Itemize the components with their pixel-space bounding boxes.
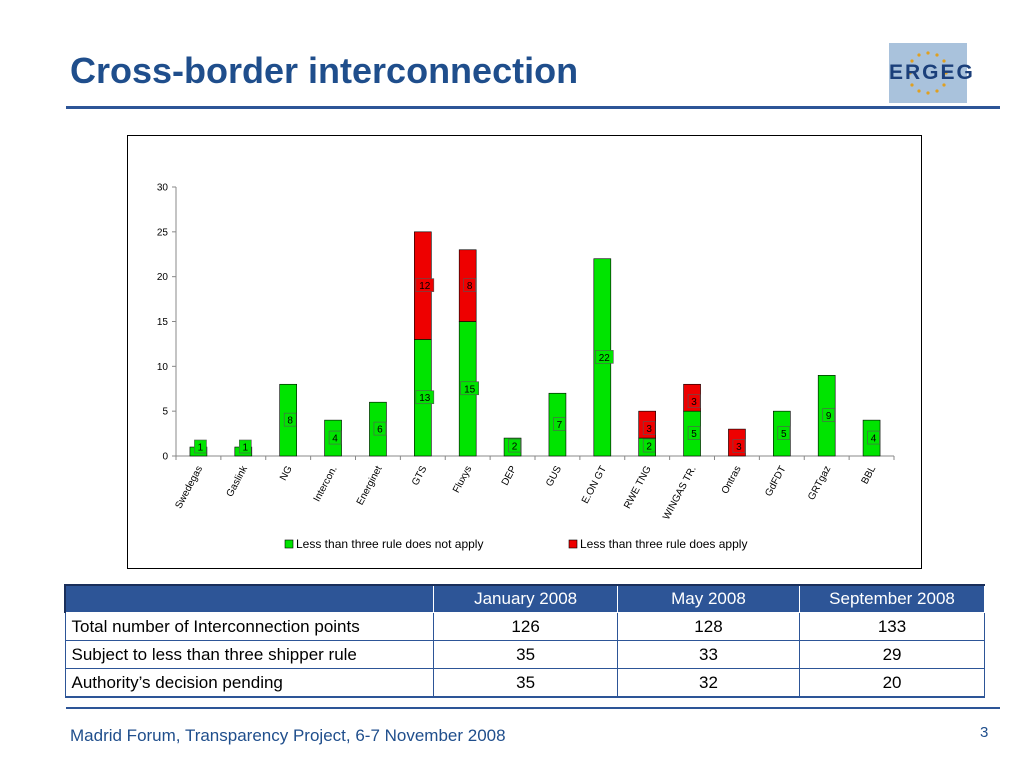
x-category-label: Ontras	[720, 464, 744, 496]
data-label-green: 4	[871, 434, 877, 445]
table-cell: 128	[616, 612, 801, 641]
data-label-red: 3	[646, 424, 652, 435]
data-label-green: 6	[377, 425, 383, 436]
data-label-red-box	[463, 278, 476, 292]
data-label-green: 5	[691, 429, 697, 440]
data-label-green-box	[595, 350, 614, 364]
data-label-green: 2	[512, 442, 518, 453]
y-tick-label: 15	[157, 317, 169, 328]
y-tick-label: 5	[162, 407, 168, 418]
y-tick-label: 20	[157, 272, 169, 283]
data-label-green-box	[373, 421, 387, 436]
data-label-green: 7	[557, 420, 563, 431]
table-row: Subject to less than three shipper rule …	[64, 640, 985, 669]
x-category-label: GdFDT	[763, 464, 788, 498]
table-cell: 133	[799, 612, 985, 641]
y-tick-label: 30	[157, 183, 169, 194]
data-label-red: 12	[419, 281, 431, 292]
data-label-green: 13	[419, 393, 431, 404]
x-category-label: BBL	[860, 464, 879, 486]
legend-swatch-red	[568, 539, 578, 549]
table-cell: 20	[799, 668, 985, 698]
data-label-green: 4	[332, 434, 338, 445]
slide-title: Cross-border interconnection	[70, 50, 579, 91]
data-label-green-box	[508, 438, 521, 453]
x-category-label: Gaslink	[225, 463, 251, 498]
table-cell: 35	[433, 668, 618, 698]
table-row: Total number of Interconnection points 1…	[64, 612, 985, 641]
table-cell: 32	[616, 668, 801, 698]
data-label-green-box	[460, 381, 479, 396]
data-label-red-box	[642, 421, 656, 435]
x-category-label: DEP	[500, 464, 520, 488]
title-divider	[66, 106, 1000, 109]
data-label-green-box	[777, 426, 791, 440]
y-tick-label: 25	[157, 227, 169, 238]
stacked-bar-chart: 0510152025301Swedegas1Gaslink8NG4Interco…	[157, 183, 895, 551]
data-label-green-box	[194, 439, 207, 454]
x-category-label: Energinet	[355, 464, 385, 507]
table-cell: 29	[799, 640, 985, 669]
row-label: Subject to less than three shipper rule	[64, 640, 435, 669]
x-category-label: Fluxys	[451, 464, 474, 495]
data-label-green: 1	[198, 443, 204, 454]
x-category-label: WINGAS TR.	[661, 464, 699, 521]
chart-frame: 0 5 10 15 20 25 30 1 Swedegas 1 Gaslink 8 NG 4 Interco…	[127, 135, 922, 569]
data-label-green: 1	[243, 443, 249, 454]
data-label-red: 3	[691, 397, 697, 408]
x-category-label: RWE TNG	[622, 464, 654, 511]
x-category-label: NG	[278, 464, 295, 483]
ergeg-logo: ERGEG	[889, 43, 975, 103]
interconnection-table: January 2008 May 2008 September 2008 Tot…	[64, 584, 985, 698]
table-header-blank	[64, 584, 435, 613]
table-row: Authority’s decision pending 35 32 20	[64, 668, 985, 698]
data-label-green-box	[822, 408, 835, 422]
x-category-label: Intercon.	[312, 464, 340, 504]
table-header-sep: September 2008	[799, 584, 985, 613]
data-label-green: 22	[599, 353, 611, 364]
data-label-green-box	[415, 390, 435, 405]
x-category-label: GRTgaz	[806, 464, 833, 502]
data-label-red-box	[415, 278, 435, 292]
table-header-row: January 2008 May 2008 September 2008	[64, 584, 985, 613]
data-label-green: 5	[781, 429, 787, 440]
logo-text: ERGEG	[889, 61, 975, 84]
page-number: 3	[980, 724, 989, 741]
data-label-red-box	[687, 394, 701, 409]
data-label-red: 8	[467, 281, 473, 292]
data-label-green-box	[642, 438, 656, 453]
data-label-red-box	[732, 439, 746, 453]
logo-stars-icon	[908, 51, 948, 95]
y-tick-label: 10	[157, 362, 169, 373]
x-category-label: E.ON GT	[580, 464, 609, 505]
x-category-label: GUS	[544, 464, 564, 489]
data-label-green-box	[553, 417, 566, 431]
data-label-red: 3	[736, 442, 742, 453]
y-tick-label: 0	[162, 452, 168, 463]
data-label-green-box	[328, 430, 342, 445]
data-label-green: 15	[464, 384, 476, 395]
table-cell: 33	[616, 640, 801, 669]
data-label-green: 9	[826, 411, 832, 422]
table-cell: 35	[433, 640, 618, 669]
data-label-green-box	[283, 412, 297, 427]
data-label-green-box	[239, 439, 252, 454]
legend-label-red: Less than three rule does apply	[580, 537, 747, 551]
footer-divider	[66, 707, 1000, 709]
row-label: Authority’s decision pending	[64, 668, 435, 698]
table-header-may: May 2008	[616, 584, 801, 613]
x-category-label: Swedegas	[173, 464, 205, 510]
table-cell: 126	[433, 612, 618, 641]
table-header-jan: January 2008	[433, 584, 618, 613]
footer-text: Madrid Forum, Transparency Project, 6-7 …	[70, 726, 506, 745]
data-label-green: 8	[287, 416, 293, 427]
data-label-green: 2	[646, 442, 652, 453]
legend-swatch-green	[284, 539, 294, 549]
data-label-green-box	[687, 426, 701, 440]
row-label: Total number of Interconnection points	[64, 612, 435, 641]
data-label-green-box	[867, 430, 880, 445]
x-category-label: GTS	[410, 464, 430, 488]
legend-label-green: Less than three rule does not apply	[296, 537, 483, 551]
